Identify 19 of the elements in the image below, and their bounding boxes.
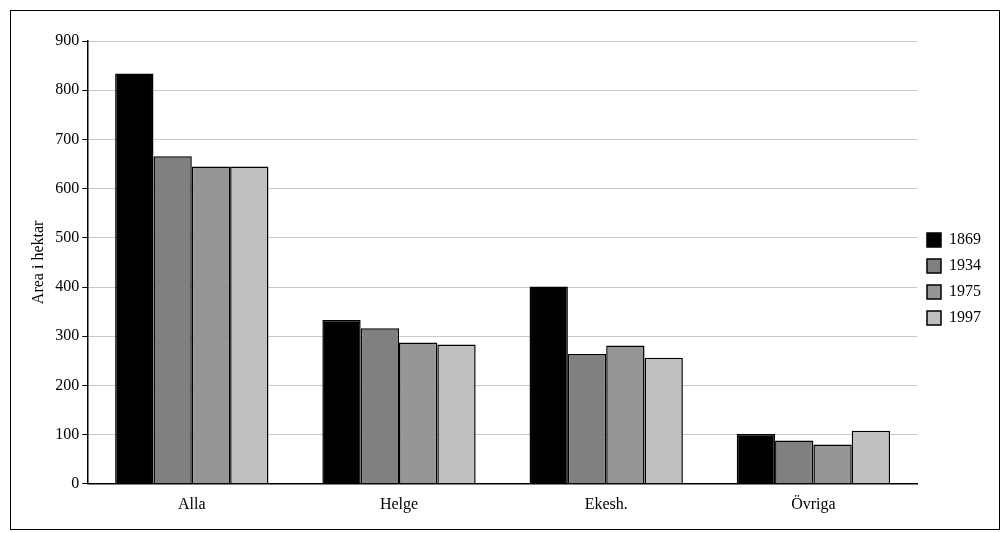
y-tick-label: 800 — [55, 80, 80, 98]
y-tick-label: 600 — [55, 178, 80, 196]
y-tick-label: 400 — [55, 277, 80, 295]
x-tick-label: Ekesh. — [584, 494, 628, 512]
legend-label: 1869 — [949, 230, 981, 248]
y-tick-label: 100 — [55, 424, 80, 442]
y-tick-label: 500 — [55, 228, 80, 245]
legend-label: 1975 — [949, 282, 981, 300]
y-tick-label: 0 — [71, 474, 80, 491]
y-tick-label: 200 — [55, 375, 80, 393]
y-tick-label: 700 — [55, 129, 80, 147]
legend-label: 1997 — [949, 308, 981, 326]
x-tick-label: Övriga — [791, 494, 836, 513]
x-tick-label: Alla — [178, 494, 206, 512]
x-tick-label: Helge — [379, 494, 419, 513]
y-tick-label: 900 — [55, 31, 80, 49]
legend-label: 1934 — [949, 256, 981, 274]
y-axis-title: Area i hektar — [28, 219, 46, 305]
y-tick-label: 300 — [55, 326, 80, 344]
